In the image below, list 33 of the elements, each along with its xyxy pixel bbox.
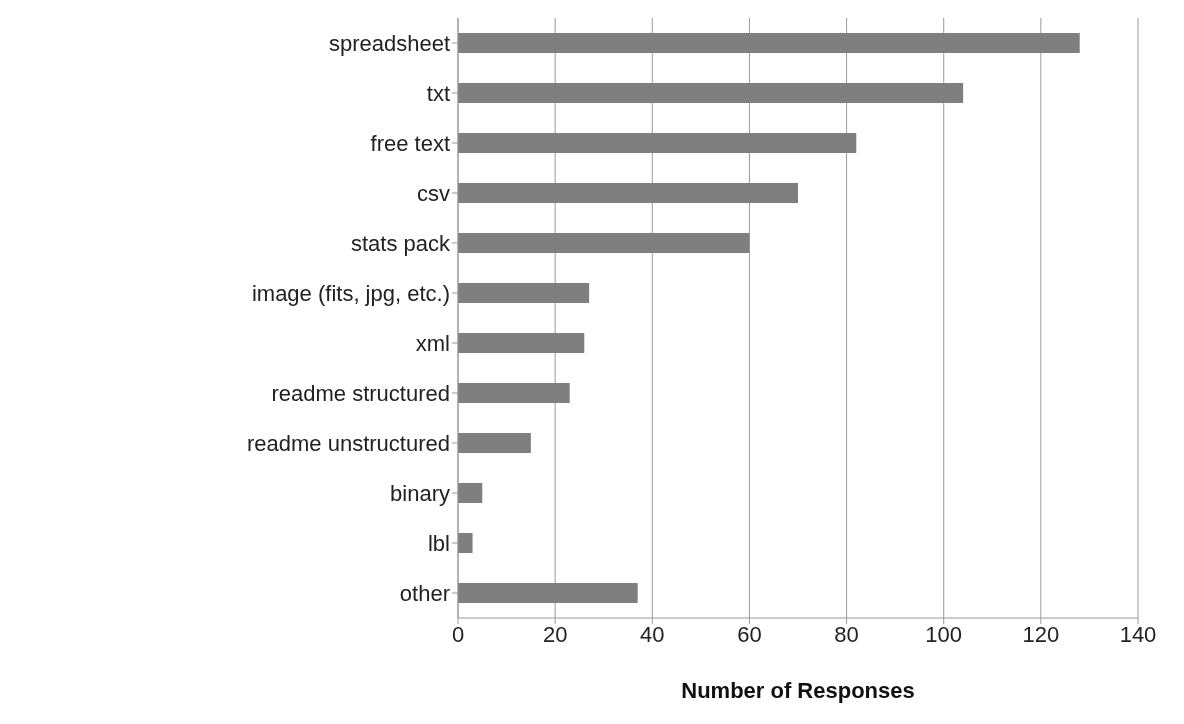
bar	[458, 383, 570, 403]
y-tick-label: binary	[390, 480, 450, 506]
x-tick-label: 20	[542, 621, 568, 647]
bar	[458, 333, 585, 353]
x-tick-label: 80	[834, 621, 859, 647]
bar	[458, 133, 857, 153]
bar	[458, 583, 638, 603]
x-tick-label: 120	[1022, 621, 1060, 647]
y-tick-label: spreadsheet	[328, 30, 450, 56]
bar	[458, 83, 964, 103]
y-tick-label: free text	[370, 130, 450, 156]
y-tick-label: readme unstructured	[247, 430, 450, 456]
x-tick-label: 40	[640, 621, 665, 647]
bar	[458, 433, 531, 453]
y-tick-label: image (fits, jpg, etc.)	[251, 280, 450, 306]
x-tick-label: 100	[925, 621, 963, 647]
y-tick-label: other	[399, 580, 450, 606]
y-tick-label: readme structured	[271, 380, 450, 406]
x-tick-label: 60	[737, 621, 762, 647]
bar	[458, 233, 750, 253]
y-tick-label: xml	[415, 330, 450, 356]
x-tick-label: 0	[451, 621, 465, 647]
y-tick-label: stats pack	[350, 230, 451, 256]
bar	[458, 483, 483, 503]
bar	[458, 283, 590, 303]
bar	[458, 33, 1080, 53]
y-tick-label: lbl	[427, 530, 450, 556]
bar	[458, 533, 473, 553]
bar	[458, 183, 798, 203]
y-tick-label: csv	[417, 180, 450, 206]
x-axis-title: Number of Responses	[681, 678, 915, 703]
x-tick-label: 140	[1119, 621, 1157, 647]
y-tick-label: txt	[426, 80, 450, 106]
